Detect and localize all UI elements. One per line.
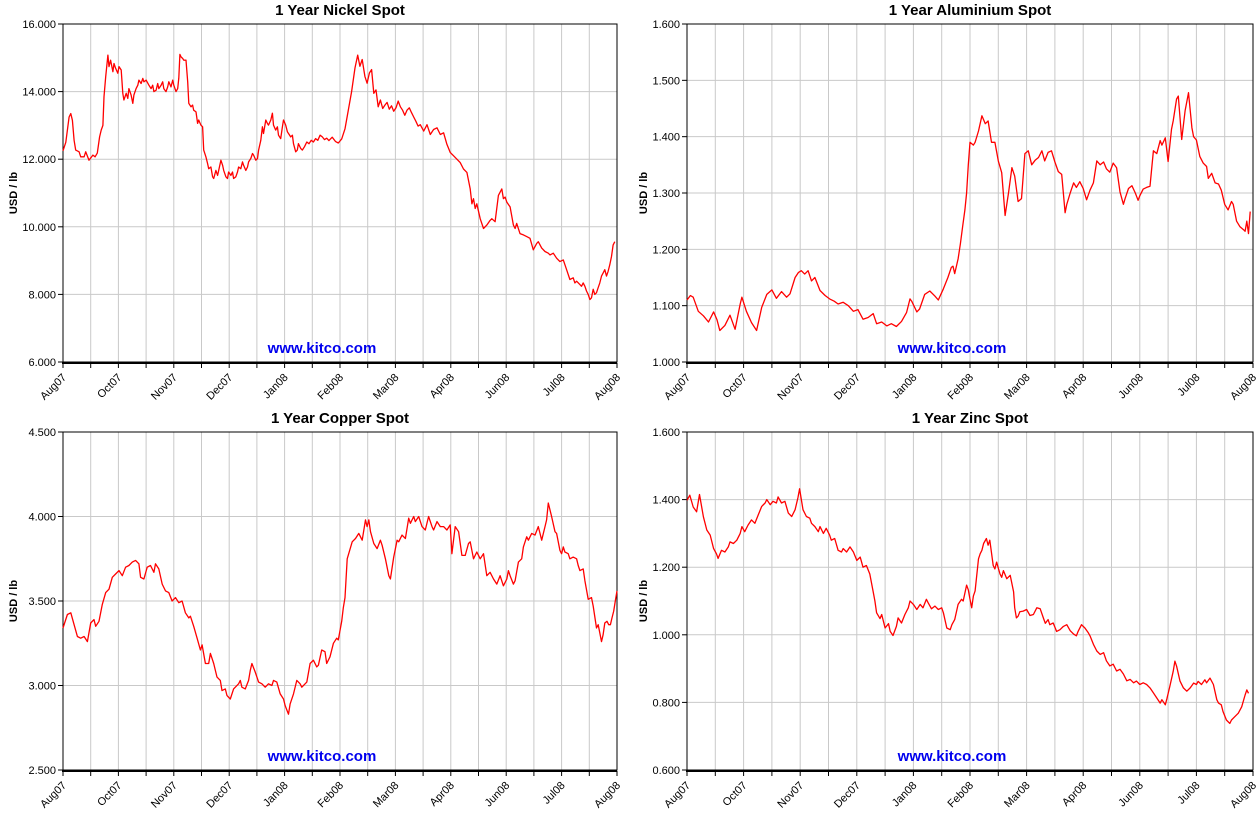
y-tick-label: 0.600 [652, 765, 680, 777]
y-tick-label: 2.500 [28, 765, 56, 777]
aluminium-plot-area: 1.600 1.500 1.400 1.300 1.200 1.100 1.000 Aug07… [652, 19, 1259, 403]
y-tick-label: 1.400 [652, 132, 680, 144]
y-tick-label: 3.000 [28, 681, 56, 693]
x-tick-label: Jul08 [1175, 780, 1202, 807]
x-tick-label: Aug07 [662, 372, 693, 403]
y-tick-label: 16.000 [22, 19, 56, 31]
x-tick-label: Jul08 [1175, 372, 1202, 399]
y-tick-label: 1.200 [652, 244, 680, 256]
x-tick-label: Nov07 [149, 780, 180, 811]
y-tick-label: 6.000 [28, 357, 56, 369]
y-tick-label: 1.500 [652, 75, 680, 87]
x-tick-label: Jun08 [1116, 780, 1146, 810]
x-tick-label: Aug07 [38, 372, 69, 403]
x-tick-label: Aug08 [592, 780, 623, 811]
nickel-plot-area: 16.000 14.000 12.000 10.000 8.000 6.000 Aug07 O… [22, 19, 623, 403]
x-tick-label: Aug08 [592, 372, 623, 403]
x-tick-label: Mar08 [371, 372, 402, 403]
x-tick-label: Oct07 [720, 372, 749, 401]
x-tick-label: Feb08 [316, 372, 347, 403]
x-tick-label: Feb08 [946, 780, 977, 811]
y-tick-label: 3.500 [28, 596, 56, 608]
zinc-plot-area: 1.600 1.400 1.200 1.000 0.800 0.600 Aug07 Oct07… [652, 427, 1259, 811]
x-tick-label: Dec07 [832, 780, 863, 811]
chart-aluminium: 1.600 1.500 1.400 1.300 1.200 1.100 1.000 Aug07… [630, 0, 1260, 408]
y-tick-label: 1.400 [652, 495, 680, 507]
y-tick-label: 1.300 [652, 188, 680, 200]
x-tick-label: Jan08 [890, 372, 920, 402]
y-tick-label: 1.600 [652, 427, 680, 439]
x-tick-label: Nov07 [775, 780, 806, 811]
x-tick-label: Apr08 [428, 780, 457, 809]
y-tick-label: 4.000 [28, 512, 56, 524]
x-tick-label: Dec07 [832, 372, 863, 403]
chart-title-nickel: 1 Year Nickel Spot [275, 2, 405, 19]
x-tick-label: Feb08 [316, 780, 347, 811]
y-tick-label: 1.600 [652, 19, 680, 31]
x-tick-label: Jan08 [890, 780, 920, 810]
x-tick-label: Aug07 [662, 780, 693, 811]
y-axis-label-copper: USD / lb [8, 579, 20, 623]
x-tick-label: Aug07 [38, 780, 69, 811]
x-tick-label: Jan08 [261, 372, 291, 402]
y-axis-label-aluminium: USD / lb [638, 171, 650, 215]
price-line [62, 502, 618, 715]
chart-title-copper: 1 Year Copper Spot [270, 410, 410, 427]
y-tick-label: 0.800 [652, 697, 680, 709]
chart-copper: 4.500 4.000 3.500 3.000 2.500 Aug07 Oct07 Nov07… [0, 408, 630, 816]
x-tick-label: Apr08 [1060, 372, 1089, 401]
chart-title-aluminium: 1 Year Aluminium Spot [888, 2, 1052, 19]
x-tick-label: Oct07 [720, 780, 749, 809]
copper-plot-area: 4.500 4.000 3.500 3.000 2.500 Aug07 Oct07 Nov07… [28, 427, 623, 811]
x-tick-label: Jul08 [541, 372, 568, 399]
x-tick-label: Mar08 [1002, 372, 1033, 403]
y-tick-label: 14.000 [22, 87, 56, 99]
x-tick-label: Mar08 [1002, 780, 1033, 811]
y-tick-label: 1.000 [652, 630, 680, 642]
x-tick-label: Jun08 [483, 780, 513, 810]
chart-title-zinc: 1 Year Zinc Spot [911, 410, 1029, 427]
kitco-watermark: www.kitco.com [897, 340, 1007, 357]
y-tick-label: 12.000 [22, 154, 56, 166]
x-tick-label: Feb08 [946, 372, 977, 403]
x-tick-label: Aug08 [1228, 780, 1259, 811]
x-tick-label: Dec07 [204, 780, 235, 811]
y-axis-label-nickel: USD / lb [8, 171, 20, 215]
y-tick-label: 1.000 [652, 357, 680, 369]
y-tick-label: 10.000 [22, 222, 56, 234]
x-tick-label: Jul08 [541, 780, 568, 807]
chart-nickel: 16.000 14.000 12.000 10.000 8.000 6.000 Aug07 O… [0, 0, 630, 408]
x-tick-label: Apr08 [1060, 780, 1089, 809]
y-tick-label: 4.500 [28, 427, 56, 439]
x-tick-label: Oct07 [95, 780, 124, 809]
x-tick-label: Mar08 [371, 780, 402, 811]
x-tick-label: Jun08 [483, 372, 513, 402]
kitco-watermark: www.kitco.com [267, 748, 377, 765]
x-tick-label: Apr08 [428, 372, 457, 401]
price-line [686, 488, 1250, 725]
y-axis-label-zinc: USD / lb [638, 579, 650, 623]
kitco-watermark: www.kitco.com [267, 340, 377, 357]
x-tick-label: Nov07 [149, 372, 180, 403]
x-tick-label: Nov07 [775, 372, 806, 403]
y-tick-label: 1.100 [652, 301, 680, 313]
chart-zinc: 1.600 1.400 1.200 1.000 0.800 0.600 Aug07 Oct07… [630, 408, 1260, 816]
price-line [62, 53, 616, 301]
y-tick-label: 1.200 [652, 562, 680, 574]
x-tick-label: Aug08 [1228, 372, 1259, 403]
x-tick-label: Jun08 [1116, 372, 1146, 402]
y-tick-label: 8.000 [28, 289, 56, 301]
price-line [686, 92, 1251, 332]
x-tick-label: Jan08 [261, 780, 291, 810]
kitco-watermark: www.kitco.com [897, 748, 1007, 765]
x-tick-label: Dec07 [204, 372, 235, 403]
x-tick-label: Oct07 [95, 372, 124, 401]
